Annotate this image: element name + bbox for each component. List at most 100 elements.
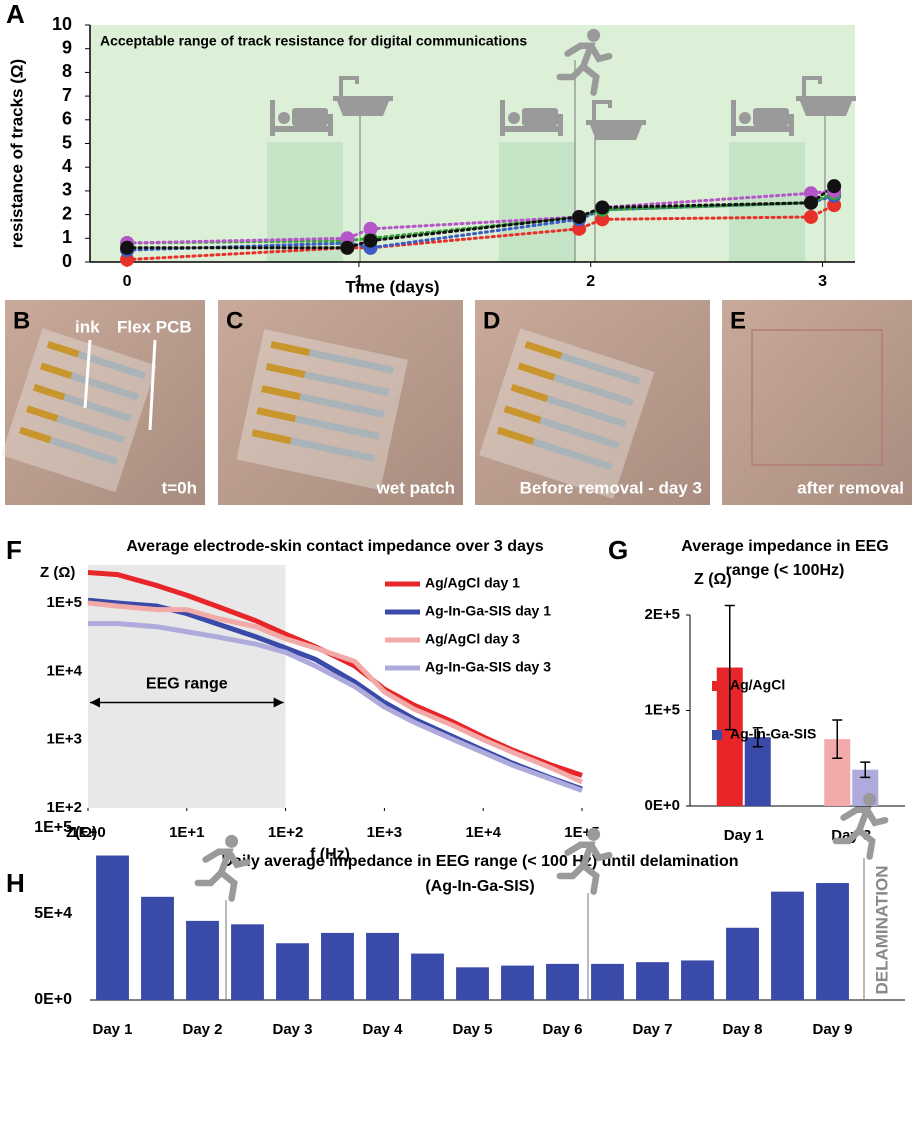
panel-label: D [483,307,500,334]
track-pcb [265,363,306,379]
runner-leg [556,862,587,880]
y-tick-label: 1E+3 [47,731,82,748]
track-ink [299,393,385,418]
x-tick-label: 1E+2 [268,824,303,841]
x-tick-label: Day 4 [362,1021,403,1038]
bar [456,967,489,1000]
legend-swatch [712,730,722,740]
series-line [88,621,583,793]
bath-rim [796,96,856,101]
chart-title: Daily average impedance in EEG range (< … [221,853,738,870]
x-tick-label: Day 6 [542,1021,582,1038]
panel-label: B [13,307,30,334]
x-axis-label: f (Hz) [310,846,350,863]
data-point [803,209,818,224]
chart-title: Average electrode-skin contact impedance… [126,538,543,555]
bar [141,896,174,1000]
runner-icon [194,834,251,902]
patch [1,328,157,493]
runner-body [564,841,600,895]
annotation: EEG range [146,676,228,693]
bath-rim [333,96,393,101]
y-axis-label: Z (Ω) [694,571,732,588]
bed-blanket [522,108,558,126]
photo-caption: t=0h [162,478,197,497]
panel-label: F [6,535,22,565]
bed-foot [558,114,563,136]
runner-leg [556,63,587,81]
bar [366,932,399,1000]
bath-tub [337,101,389,116]
patch [479,328,655,499]
y-tick-label: 0 [62,251,72,271]
x-tick-label: Day 3 [272,1021,312,1038]
track-pcb [46,341,80,358]
runner-leg [832,827,863,845]
sleep-period [729,142,805,262]
y-tick-label: 6 [62,109,72,129]
chart-title: (Ag-In-Ga-SIS) [425,878,534,895]
runner-head [225,834,239,848]
y-tick-label: 1 [62,227,72,247]
bath-tub [590,125,642,140]
x-tick-label: 1 [354,273,363,290]
x-tick-label: 1E+4 [465,824,501,841]
x-tick-label: 1E+1 [169,824,204,841]
track-pcb [510,383,549,403]
y-tick-label: 3 [62,180,72,200]
bar [186,920,219,1000]
bath-icon [796,76,856,116]
data-point [363,233,378,248]
y-tick-label: 0E+0 [34,991,72,1008]
bed-icon [500,100,563,136]
data-point [120,240,135,255]
photo-annotation: Flex PCB [117,317,192,336]
y-tick-label: 1E+2 [47,799,82,816]
error-bar [724,604,735,731]
data-point [803,195,818,210]
photo-caption: wet patch [376,478,455,497]
track-pcb [524,341,563,360]
runner-head [587,28,601,42]
runner-head [863,792,877,806]
photo [475,300,710,505]
bar [276,943,309,1000]
bar [546,963,579,1000]
x-axis-label: Time (days) [345,277,439,296]
bath-icon [333,76,393,116]
runner-body [564,42,600,96]
y-axis-label: Z(Ω) [66,824,97,841]
bar [681,960,714,1000]
y-tick-label: 2E+5 [645,606,680,623]
sleep-period [499,142,575,262]
y-tick-label: 9 [62,37,72,57]
x-tick-label: 0 [123,273,132,290]
x-tick-label: Day 1 [92,1021,132,1038]
legend-label: Ag-In-Ga-SIS day 1 [425,603,551,619]
track-ink [290,437,376,463]
track-ink [294,415,381,440]
y-tick-label: 1E+5 [34,819,72,836]
x-tick-label: 1E+3 [367,824,402,841]
bed-pillow [508,112,520,124]
runner-icon [556,28,613,96]
data-point [595,200,610,215]
chart-title: Average impedance in EEG [681,538,888,555]
runner-arm [587,841,613,862]
track-pcb [39,362,73,379]
bed-icon [270,100,333,136]
panel-label: H [6,868,25,898]
bed-base [731,126,793,132]
panel-label: C [226,307,243,334]
runner-body [840,806,876,860]
track-ink [546,395,627,428]
track-ink [560,352,641,385]
x-tick-label: Day 7 [632,1021,672,1038]
bed-pillow [278,112,290,124]
data-point [363,221,378,236]
bed-base [500,126,562,132]
y-tick-label: 0E+0 [645,797,680,814]
photo [5,300,205,505]
track-pcb [256,407,297,423]
legend-label: Ag/AgCl day 3 [425,631,520,647]
